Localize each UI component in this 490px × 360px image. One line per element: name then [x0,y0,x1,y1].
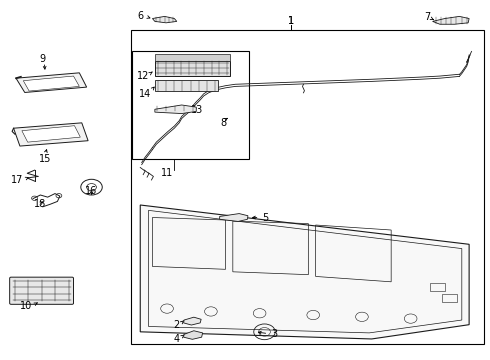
Text: 7: 7 [424,13,431,22]
Polygon shape [22,126,80,142]
Polygon shape [184,331,202,339]
Polygon shape [140,205,469,339]
Text: 12: 12 [137,71,149,81]
Text: 9: 9 [40,54,46,64]
Bar [130,30,484,344]
Polygon shape [16,73,87,93]
Bar [132,51,249,158]
Polygon shape [24,76,79,91]
Polygon shape [152,17,177,23]
Bar [155,54,230,61]
Text: 6: 6 [137,11,143,21]
Text: 17: 17 [11,175,23,185]
Text: 8: 8 [220,118,226,128]
Bar [155,61,230,76]
Text: 18: 18 [34,199,47,209]
Bar [442,294,457,302]
Text: 3: 3 [272,329,278,339]
Text: 1: 1 [288,16,294,26]
Text: 11: 11 [161,168,173,178]
Polygon shape [220,213,248,221]
Polygon shape [433,17,469,24]
Text: 4: 4 [173,334,179,344]
Text: 1: 1 [288,16,294,26]
Text: 16: 16 [85,186,98,197]
Polygon shape [155,105,196,113]
Text: 5: 5 [262,212,269,222]
FancyBboxPatch shape [10,277,74,304]
Text: 14: 14 [139,89,151,99]
Polygon shape [14,123,88,146]
Text: 13: 13 [192,105,204,115]
Polygon shape [184,317,201,325]
Bar [430,283,445,292]
Text: 2: 2 [173,320,179,330]
Bar [155,80,218,91]
Text: 10: 10 [20,301,32,311]
Text: 15: 15 [39,154,51,163]
